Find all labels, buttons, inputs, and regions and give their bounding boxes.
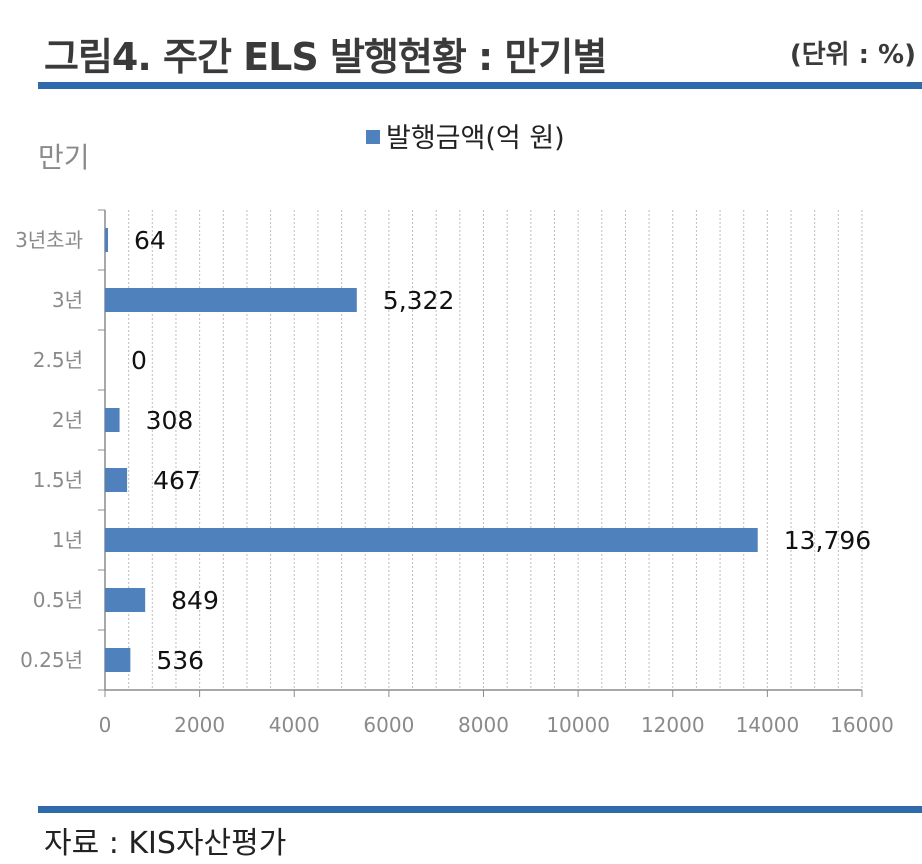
bar xyxy=(105,468,128,492)
source-note: 자료 : KIS자산평가 xyxy=(44,826,287,861)
y-tick-label: 0.25년 xyxy=(20,648,83,672)
data-label: 0 xyxy=(131,346,147,375)
data-label: 536 xyxy=(156,646,204,675)
figure-title: 그림4. 주간 ELS 발행현황 : 만기별 xyxy=(44,35,607,79)
y-tick-label: 3년 xyxy=(52,288,83,312)
bar xyxy=(105,408,120,432)
y-tick-label: 0.5년 xyxy=(33,588,83,612)
x-tick-label: 12000 xyxy=(641,713,705,737)
bar xyxy=(105,228,109,252)
data-label: 849 xyxy=(171,586,219,615)
x-tick-label: 0 xyxy=(99,713,112,737)
data-label: 5,322 xyxy=(383,286,455,315)
bar xyxy=(105,288,357,312)
x-tick-label: 16000 xyxy=(830,713,894,737)
x-tick-label: 2000 xyxy=(174,713,225,737)
x-tick-label: 8000 xyxy=(458,713,509,737)
x-tick-label: 6000 xyxy=(363,713,414,737)
unit-label: (단위 : %) xyxy=(789,40,916,70)
y-axis-title: 만기 xyxy=(38,141,90,174)
y-tick-label: 1년 xyxy=(52,528,83,552)
data-label: 308 xyxy=(146,406,194,435)
x-tick-label: 4000 xyxy=(269,713,320,737)
y-tick-label: 1.5년 xyxy=(33,468,83,492)
title-rule xyxy=(38,82,922,89)
data-label: 467 xyxy=(153,466,201,495)
bar xyxy=(105,528,758,552)
bar xyxy=(105,588,146,612)
x-tick-label: 14000 xyxy=(736,713,800,737)
bar-chart: 만기 발행금액(억 원) 0 2000 4000 6000 8000 10000 12000 14… xyxy=(15,123,894,737)
footer-rule xyxy=(38,806,922,813)
legend-label: 발행금액(억 원) xyxy=(386,123,565,154)
bar xyxy=(105,648,131,672)
y-tick-label: 2년 xyxy=(52,408,83,432)
y-tick-label: 2.5년 xyxy=(33,348,83,372)
data-label: 13,796 xyxy=(784,526,871,555)
y-tick-label: 3년초과 xyxy=(15,228,83,252)
data-label: 64 xyxy=(134,226,166,255)
legend-swatch xyxy=(366,130,380,144)
x-tick-label: 10000 xyxy=(546,713,610,737)
